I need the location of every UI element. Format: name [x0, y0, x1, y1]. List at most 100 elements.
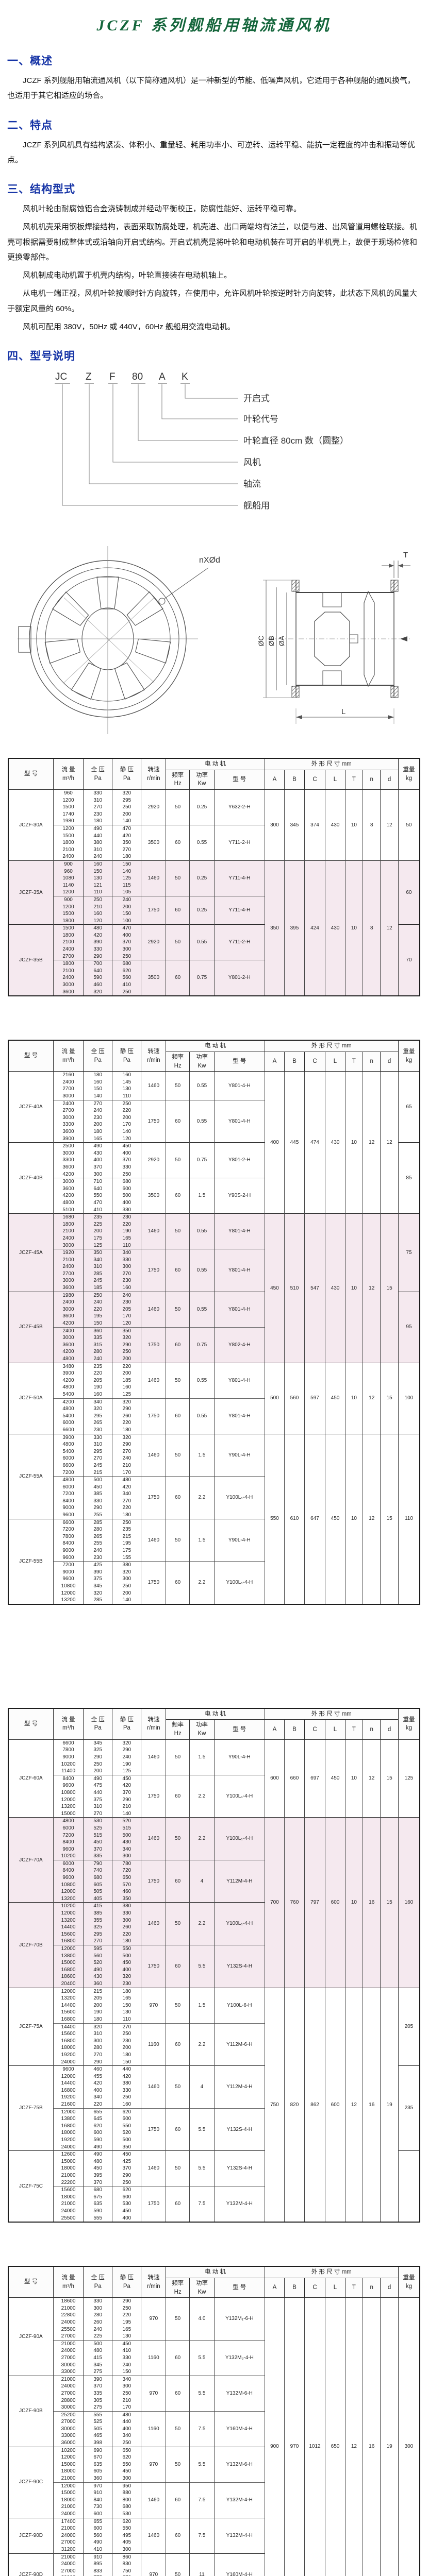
table-row: 1800 700 680 3500 60 0.75 Y801-2-H: [8, 960, 420, 996]
table-row: 21000 730 680: [8, 2503, 420, 2511]
static-pressure-cell: 500: [112, 2137, 142, 2144]
static-pressure-cell: 300: [112, 2546, 142, 2554]
table-row: 8400 740 720: [8, 1867, 420, 1875]
table-row: 24000 895 830: [8, 2561, 420, 2568]
total-pressure-cell: 190: [83, 1384, 113, 1391]
flow-cell: 18600: [53, 2297, 84, 2305]
structure-paragraph-5: 风机可配用 380V，50Hz 或 440V，60Hz 舰船用交流电动机。: [23, 322, 235, 331]
table-row: 1740 230 200: [8, 810, 420, 818]
table-row: 7200 385 340: [8, 1490, 420, 1498]
total-pressure-cell: 450: [83, 2165, 113, 2173]
power-cell: 5.5: [189, 2375, 215, 2412]
table-row: 7800 325 290: [8, 1747, 420, 1754]
flow-cell: 18000: [53, 2193, 84, 2201]
static-pressure-cell: 250: [112, 1171, 142, 1178]
total-pressure-cell: 455: [83, 2073, 113, 2080]
table-row: 3600 370 330: [8, 1163, 420, 1171]
total-pressure-cell: 130: [83, 875, 113, 882]
flow-cell: 14400: [53, 2080, 84, 2087]
flow-cell: 16800: [53, 1938, 84, 1945]
table-row: 10200 335 300: [8, 1853, 420, 1860]
dim-L-cell: 430: [325, 789, 345, 861]
total-pressure-cell: 240: [83, 853, 113, 861]
dim-label-t: T: [403, 551, 408, 560]
table-row: 24000 290 150: [8, 2058, 420, 2066]
speed-cell: 1460: [141, 1071, 167, 1100]
total-pressure-cell: 670: [83, 2454, 113, 2461]
flow-cell: 8400: [53, 1774, 84, 1783]
motor-model-cell: Y112M-6-H: [213, 2023, 265, 2066]
static-pressure-cell: 650: [112, 2446, 142, 2454]
total-pressure-cell: 710: [83, 1178, 113, 1185]
model-cell: JCZF-70B: [8, 1902, 54, 1988]
flow-cell: 10800: [53, 1789, 84, 1797]
table-row: 13800 645 600: [8, 2115, 420, 2123]
total-pressure-cell: 245: [83, 1462, 113, 1469]
static-pressure-cell: 440: [112, 2065, 142, 2073]
table-row: 1200 110 105: [8, 889, 420, 896]
motor-model-cell: Y132M-4-H: [213, 2186, 265, 2223]
static-pressure-cell: 270: [112, 846, 142, 854]
power-cell: 4: [189, 2065, 215, 2109]
header-motor-group: 电 动 机: [166, 2266, 265, 2278]
static-pressure-cell: 300: [112, 1263, 142, 1270]
flow-cell: 8400: [53, 1839, 84, 1846]
table-row: 18000 600 520: [8, 2129, 420, 2137]
motor-model-cell: Y90L-4-H: [213, 1518, 265, 1562]
flow-cell: 7800: [53, 1747, 84, 1754]
freq-cell: 60: [166, 1945, 190, 1988]
static-pressure-cell: 350: [112, 1327, 142, 1335]
flow-cell: 20400: [53, 1980, 84, 1988]
static-pressure-cell: 250: [112, 1518, 142, 1527]
total-pressure-cell: 480: [83, 2347, 113, 2354]
total-pressure-cell: 290: [83, 953, 113, 960]
total-pressure-cell: 530: [83, 1817, 113, 1825]
static-pressure-cell: 420: [112, 1782, 142, 1789]
freq-cell: 60: [166, 1099, 190, 1143]
dim-d-cell: 15: [380, 1739, 399, 1818]
static-pressure-cell: 220: [112, 1107, 142, 1114]
power-cell: 0.55: [189, 1071, 215, 1100]
header-total-pressure: 全 压 Pa: [83, 1040, 113, 1072]
flow-cell: 1800: [53, 1221, 84, 1228]
spec-table-4-wrap: 型 号流 量 m³/h 全 压 Pa 静 压 Pa 转速 r/min 电 动 机外 形 …: [8, 2266, 421, 2576]
flow-cell: 21000: [53, 2553, 84, 2561]
flow-cell: 12000: [53, 2108, 84, 2116]
table-row: 8400 450 430: [8, 1839, 420, 1846]
weight-cell: 50: [398, 789, 420, 861]
header-static-pressure: 静 压 Pa: [112, 1708, 142, 1740]
model-cell: JCZF-55B: [8, 1518, 54, 1604]
header-dim-B: B: [284, 1051, 305, 1072]
speed-cell: 970: [141, 2553, 167, 2576]
total-pressure-cell: 700: [83, 960, 113, 968]
total-pressure-cell: 390: [83, 939, 113, 946]
total-pressure-cell: 475: [83, 1782, 113, 1789]
total-pressure-cell: 230: [83, 1426, 113, 1434]
total-pressure-cell: 350: [83, 1249, 113, 1257]
total-pressure-cell: 121: [83, 882, 113, 889]
static-pressure-cell: 160: [112, 1384, 142, 1391]
static-pressure-cell: 250: [112, 953, 142, 960]
header-dim-B: B: [284, 1719, 305, 1740]
table-row: 24000 590 450: [8, 2207, 420, 2215]
static-pressure-cell: 200: [112, 903, 142, 911]
flow-cell: 3600: [53, 1128, 84, 1136]
flow-cell: 6000: [53, 1824, 84, 1832]
static-pressure-cell: 145: [112, 1078, 142, 1086]
table-row: JCZF-90D 17400 655 620 1460 60 7.5 Y132M-4-H: [8, 2517, 420, 2554]
static-pressure-cell: 105: [112, 889, 142, 896]
total-pressure-cell: 325: [83, 1747, 113, 1754]
freq-cell: 60: [166, 2517, 190, 2554]
freq-cell: 60: [166, 960, 190, 996]
total-pressure-cell: 465: [83, 2432, 113, 2440]
total-pressure-cell: 640: [83, 967, 113, 975]
power-cell: 5.5: [189, 1945, 215, 1988]
flow-cell: 16800: [53, 2087, 84, 2094]
dim-L-cell: 600: [325, 1817, 345, 1988]
flow-cell: 10800: [53, 1583, 84, 1590]
table-row: 12000 320 200: [8, 1589, 420, 1597]
table-row: 10800 605 570: [8, 1881, 420, 1889]
static-pressure-cell: 340: [112, 2375, 142, 2383]
flow-cell: 24000: [53, 2318, 84, 2326]
flow-cell: 15600: [53, 2030, 84, 2038]
